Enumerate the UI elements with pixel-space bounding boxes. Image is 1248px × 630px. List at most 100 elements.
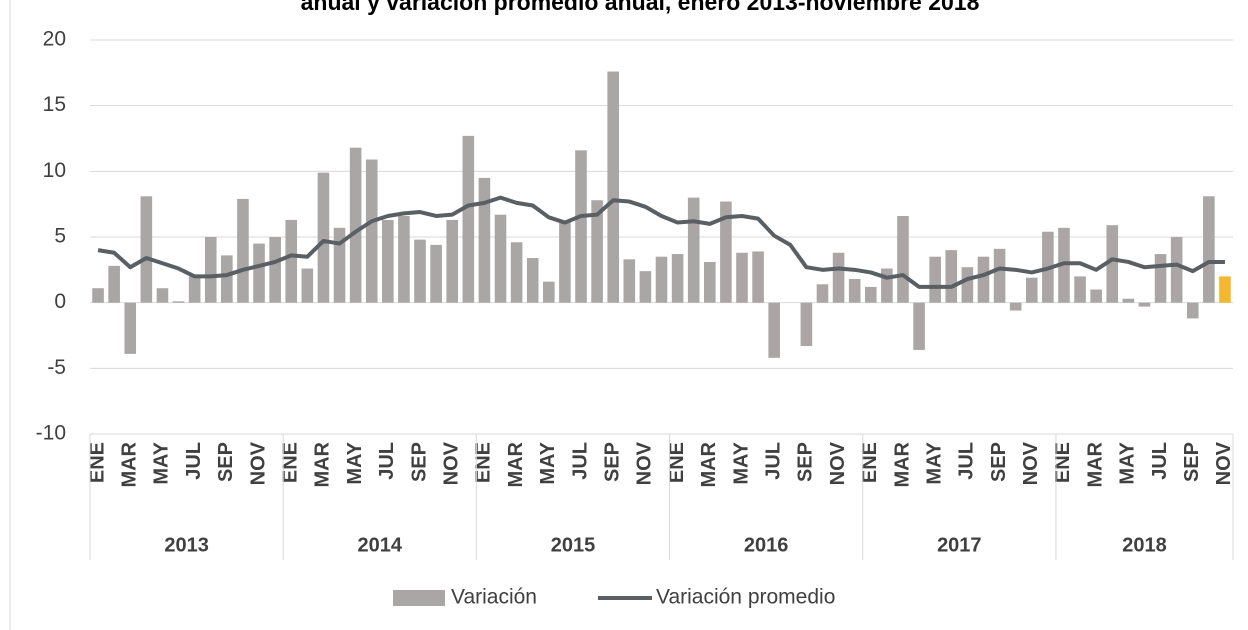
bar <box>172 301 185 303</box>
bar <box>864 286 877 303</box>
bar <box>1170 237 1183 303</box>
x-tick-label: NOV <box>440 441 462 485</box>
bar <box>510 242 523 303</box>
bar <box>221 255 233 303</box>
bar <box>816 284 829 303</box>
bar <box>156 288 169 303</box>
y-tick-label: 20 <box>43 28 66 51</box>
x-tick-label: JUL <box>376 442 398 480</box>
bar <box>800 302 813 347</box>
x-tick-label: NOV <box>634 441 656 485</box>
bar <box>1090 289 1102 303</box>
bar <box>1009 302 1022 311</box>
bar <box>752 251 764 303</box>
legend-label: Variación <box>451 586 537 609</box>
x-tick-label: MAR <box>119 441 141 487</box>
bar <box>543 281 555 303</box>
bar <box>1154 254 1167 303</box>
bar <box>253 243 265 303</box>
bar <box>285 219 298 303</box>
bar <box>1106 225 1119 303</box>
bar <box>768 302 780 358</box>
chart-frame <box>9 0 11 630</box>
bar <box>623 259 636 303</box>
bar <box>204 237 217 303</box>
bar <box>269 237 281 303</box>
bar <box>1074 276 1086 303</box>
bar <box>526 258 539 303</box>
bar <box>333 227 346 303</box>
bar <box>237 198 249 303</box>
x-tick-label: MAY <box>923 441 945 484</box>
bar <box>639 271 652 303</box>
bar <box>961 267 974 303</box>
x-tick-label: MAR <box>505 441 527 487</box>
chart-title: anual y variación promedio anual, enero … <box>301 0 980 15</box>
bar <box>365 159 378 303</box>
x-tick-label: MAY <box>537 441 559 484</box>
bar <box>414 239 426 303</box>
bar <box>446 219 459 303</box>
bar <box>140 196 153 303</box>
line <box>97 195 1225 289</box>
x-tick-label: MAR <box>312 441 334 487</box>
bar <box>494 214 507 303</box>
x-tick-label: MAY <box>151 441 173 484</box>
group-label: 2013 <box>164 534 209 556</box>
bar <box>897 215 909 303</box>
bar <box>881 268 893 303</box>
x-tick-label: NOV <box>827 441 849 485</box>
y-tick-label: -10 <box>36 422 66 445</box>
x-tick-label: SEP <box>1181 442 1203 482</box>
x-tick-label: NOV <box>247 441 269 485</box>
x-tick-label: NOV <box>1020 441 1042 485</box>
bar <box>913 302 925 350</box>
bar <box>1138 302 1151 307</box>
x-tick-label: MAR <box>1084 441 1106 487</box>
bar <box>607 71 619 303</box>
bar <box>832 252 845 303</box>
y-tick-label: 10 <box>43 159 66 182</box>
bar <box>575 150 587 303</box>
bar <box>382 219 394 303</box>
group-label: 2014 <box>358 534 403 556</box>
bar <box>929 256 941 303</box>
bar <box>559 221 571 303</box>
x-tick-label: SEP <box>408 442 430 482</box>
x-tick-label: JUL <box>956 442 978 480</box>
bar <box>736 252 748 303</box>
bar <box>977 256 990 303</box>
bar <box>848 279 861 303</box>
y-tick-label: 15 <box>43 93 66 116</box>
bar <box>720 201 732 303</box>
bar <box>704 261 716 303</box>
x-tick-label: SEP <box>215 442 237 482</box>
y-tick-label: -5 <box>47 356 66 379</box>
y-tick-label: 0 <box>54 290 66 313</box>
x-tick-label: MAY <box>344 441 366 484</box>
x-tick-label: JUL <box>183 442 205 480</box>
x-tick-label: MAY <box>730 441 752 484</box>
bar <box>108 265 120 303</box>
bar <box>124 302 137 354</box>
x-tick-label: NOV <box>1213 441 1235 485</box>
bar <box>478 177 491 303</box>
bar <box>655 256 668 303</box>
bar <box>317 172 330 303</box>
x-tick-label: JUL <box>569 442 591 480</box>
x-tick-label: SEP <box>988 442 1010 482</box>
x-tick-label: SEP <box>601 442 623 482</box>
x-tick-label: ENE <box>859 442 881 483</box>
x-tick-label: JUL <box>1149 442 1171 480</box>
bar <box>1025 277 1038 303</box>
x-tick-label: ENE <box>86 442 108 483</box>
group-label: 2018 <box>1122 534 1167 556</box>
bar <box>462 135 475 303</box>
x-tick-label: JUL <box>762 442 784 480</box>
bar <box>92 288 104 303</box>
bar <box>430 244 442 303</box>
bar <box>671 254 684 303</box>
x-tick-label: MAY <box>1117 441 1139 484</box>
bar <box>1122 298 1135 303</box>
